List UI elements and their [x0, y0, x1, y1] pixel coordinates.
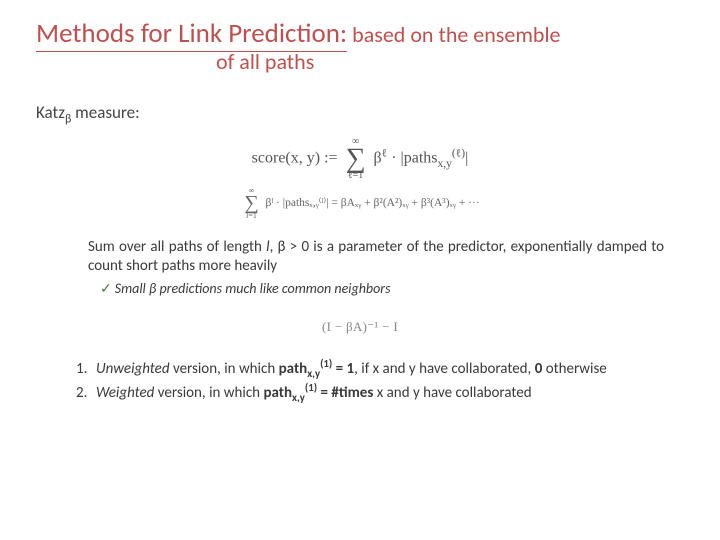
sigma-sub-bottom: l=1 [244, 212, 258, 220]
formula-beta: β [374, 149, 382, 166]
n1-t1: version, in which [170, 360, 279, 378]
unweighted-label: Unweighted [96, 360, 170, 378]
n2-sup: (1) [305, 381, 317, 394]
katz-prefix: Katz [36, 102, 65, 123]
formula-lhs: score(x, y) := [252, 149, 342, 166]
n2-eq: = #times [317, 384, 373, 402]
closed-form-text: (I − βA)⁻¹ − I [322, 319, 398, 334]
title-main-underline: Methods for Link Prediction: [36, 17, 347, 52]
formula-paths-sub: x,y [438, 158, 452, 170]
num-1: 1. [76, 359, 96, 379]
slide-container: Methods for Link Prediction: based on th… [0, 0, 720, 540]
n2-t1: version, in which [154, 384, 263, 402]
sigma-main-bottom: ℓ=1 [346, 171, 366, 181]
katz-measure-label: Katzβ measure: [36, 102, 684, 126]
n2-path: path [263, 384, 292, 402]
closed-form-formula: (I − βA)⁻¹ − I [36, 319, 684, 335]
description-paragraph: Sum over all paths of length l, β > 0 is… [88, 238, 664, 277]
expansion-body: βˡ · |pathsₓ,ᵧ⁽ˡ⁾| = βAₓᵧ + β²(A²)ₓᵧ + β… [265, 197, 479, 209]
n1-path: path [279, 360, 308, 378]
list-item-1: 1.Unweighted version, in which pathx,y(1… [100, 357, 664, 382]
n1-sup: (1) [320, 357, 332, 370]
formula-end: | [465, 149, 468, 166]
check-text: Small β predictions much like common nei… [115, 280, 391, 297]
small-beta-note: ✓Small β predictions much like common ne… [100, 280, 664, 297]
formula-mid: · |paths [387, 149, 437, 166]
n1-t3: , if x and y have collaborated, [354, 360, 535, 378]
checkmark-icon: ✓ [100, 280, 112, 297]
n1-sub: x,y [307, 367, 320, 380]
katz-suffix: measure: [71, 102, 139, 123]
n2-t3: x and y have collaborated [373, 384, 531, 402]
expansion-formula: ∞ ∑ l=1 βˡ · |pathsₓ,ᵧ⁽ˡ⁾| = βAₓᵧ + β²(A… [36, 187, 684, 220]
formula-paths-sup: (ℓ) [452, 147, 465, 159]
sigma-sub-symbol: ∑ [244, 195, 258, 212]
list-item-2: 2.Weighted version, in which pathx,y(1) … [100, 381, 664, 406]
n1-t4: otherwise [542, 360, 606, 378]
n2-sub: x,y [292, 391, 305, 404]
title-line2: of all paths [36, 49, 684, 74]
weighted-label: Weighted [96, 384, 154, 402]
slide-title: Methods for Link Prediction: based on th… [36, 18, 684, 74]
n1-eq1: = 1 [332, 360, 354, 378]
num-2: 2. [76, 383, 96, 403]
sigma-symbol: ∑ [346, 147, 366, 171]
sigma-main: ∞ ∑ ℓ=1 [346, 137, 366, 181]
title-main-tail: based on the ensemble [347, 21, 560, 48]
score-formula: score(x, y) := ∞ ∑ ℓ=1 βℓ · |pathsx,y(ℓ)… [36, 137, 684, 181]
sigma-sub: ∞ ∑ l=1 [244, 187, 258, 220]
para-t1: Sum over all paths of length [88, 238, 266, 256]
